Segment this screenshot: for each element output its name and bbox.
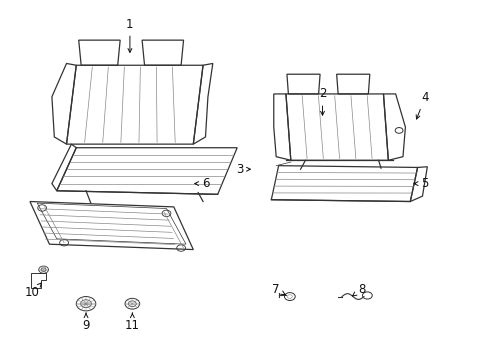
Text: 1: 1 [126,18,133,53]
Text: 6: 6 [194,177,209,190]
Text: 8: 8 [352,283,365,296]
Text: 10: 10 [25,283,41,300]
Text: 2: 2 [318,87,325,115]
Text: 3: 3 [235,163,250,176]
Text: 4: 4 [415,91,428,119]
Text: 5: 5 [413,177,427,190]
Text: 11: 11 [124,313,140,332]
Text: 9: 9 [82,313,90,332]
Text: 7: 7 [272,283,285,296]
